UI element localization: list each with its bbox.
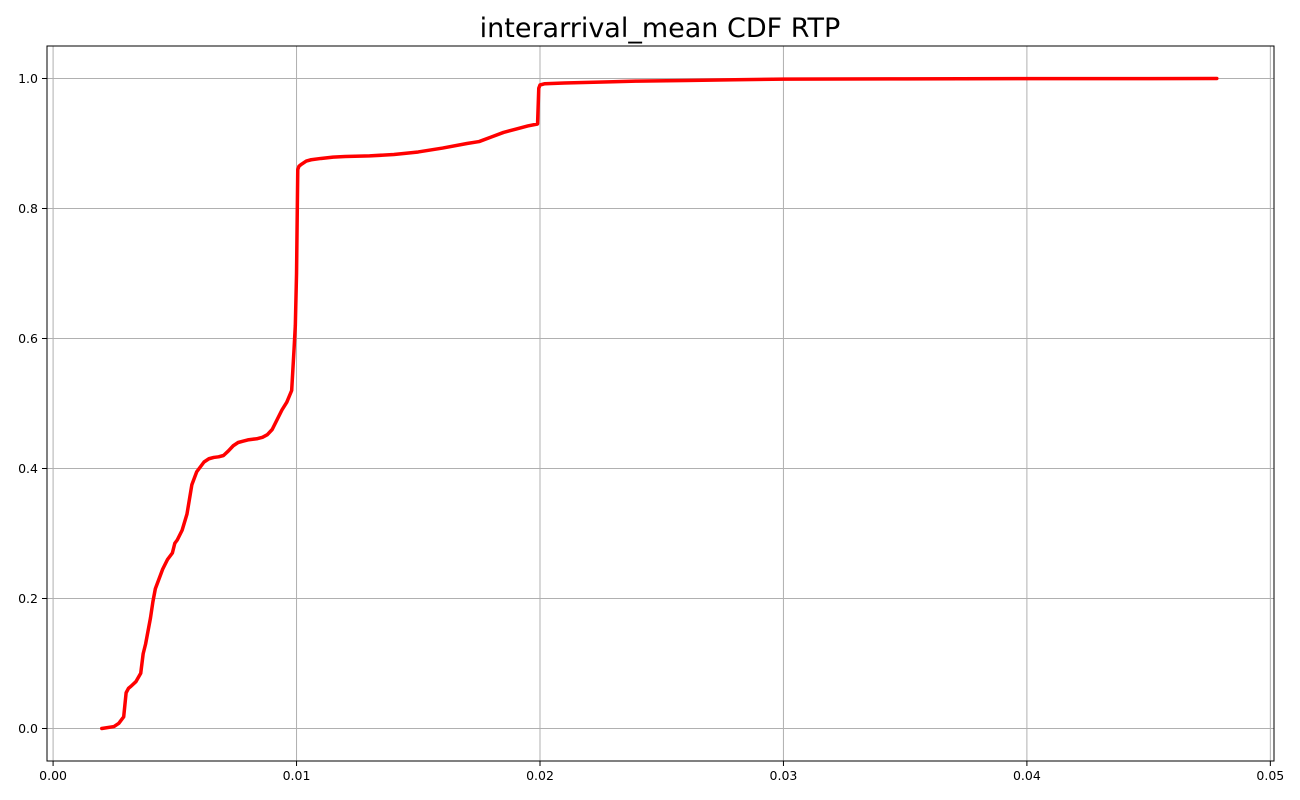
- x-tick-label: 0.00: [39, 768, 67, 783]
- y-tick-label: 1.0: [18, 71, 38, 86]
- x-tick-label: 0.02: [526, 768, 554, 783]
- ticks: 0.00 0.01 0.02 0.03 0.04 0.05 0.0 0.2 0.4 0.6 0.8 1…: [18, 71, 1284, 783]
- cdf-series-line: [100, 76, 1219, 731]
- x-tick-label: 0.05: [1256, 768, 1284, 783]
- y-tick-label: 0.4: [18, 461, 38, 476]
- grid: [47, 46, 1274, 761]
- chart-title: interarrival_mean CDF RTP: [480, 13, 841, 44]
- series-layer: [100, 76, 1219, 731]
- y-tick-label: 0.6: [18, 331, 38, 346]
- y-tick-label: 0.0: [18, 721, 38, 736]
- y-tick-label: 0.2: [18, 591, 38, 606]
- plot-area-frame: [46, 45, 1275, 762]
- x-tick-label: 0.01: [283, 768, 311, 783]
- x-tick-label: 0.04: [1013, 768, 1041, 783]
- y-tick-label: 0.8: [18, 201, 38, 216]
- x-tick-label: 0.03: [770, 768, 798, 783]
